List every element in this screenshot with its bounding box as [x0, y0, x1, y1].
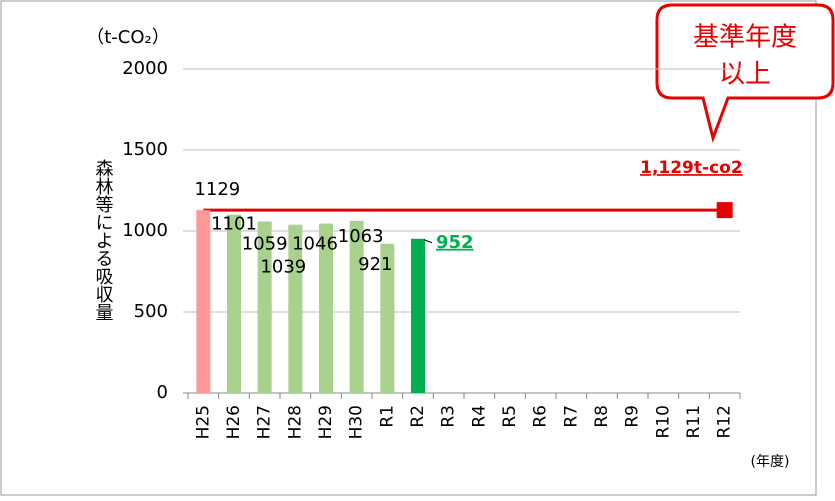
x-tick-label: H30 [347, 405, 367, 439]
bar [411, 238, 425, 393]
y-tick-label: 0 [157, 382, 168, 403]
data-label: 1039 [260, 257, 306, 278]
x-tick-label: H27 [255, 405, 275, 439]
y-tick-label: 1500 [122, 139, 168, 160]
data-label: 1101 [211, 214, 257, 235]
bar [257, 221, 272, 393]
reference-label: 1,129t-co2 [640, 158, 743, 178]
x-tick-label: R2 [408, 405, 428, 428]
data-label: 952 [436, 232, 474, 253]
callout-text: 基準年度 [693, 23, 797, 53]
bar [380, 243, 395, 393]
data-label: 1046 [292, 234, 338, 255]
data-label: 1129 [194, 179, 240, 200]
data-label: 921 [358, 254, 392, 275]
x-tick-label: R3 [439, 405, 459, 428]
x-tick-label: R10 [653, 405, 673, 438]
callout-text: 以上 [719, 60, 771, 90]
x-tick-label: R9 [623, 405, 643, 428]
data-label: 1059 [242, 233, 288, 254]
x-tick-label: H28 [285, 405, 305, 439]
x-tick-label: R12 [715, 405, 735, 438]
x-tick-label: H29 [316, 405, 336, 439]
x-tick-label: R6 [531, 405, 551, 428]
x-tick-label: R11 [684, 405, 704, 438]
bar [288, 224, 303, 393]
y-tick-label: 500 [134, 301, 168, 322]
x-tick-label: H26 [224, 405, 244, 439]
y-tick-label: 2000 [122, 58, 168, 79]
y-axis-label: 森林等による吸収量 [93, 159, 114, 321]
reference-marker [716, 202, 733, 219]
unit-label: （t-CO₂） [86, 27, 170, 48]
x-tick-label: R5 [500, 405, 520, 428]
x-tick-label: R7 [561, 405, 581, 428]
x-tick-label: H25 [193, 405, 213, 439]
x-tick-label: R8 [592, 405, 612, 428]
bar [227, 214, 241, 393]
x-tick-label: R4 [469, 405, 489, 428]
x-axis-label: (年度) [751, 454, 790, 470]
leader-line [423, 239, 433, 244]
bar [196, 210, 211, 393]
callout-box [655, 3, 835, 144]
data-label: 1063 [338, 226, 384, 247]
bar [349, 220, 364, 393]
x-tick-label: R1 [377, 405, 397, 428]
bar [319, 223, 333, 393]
y-tick-label: 1000 [122, 220, 168, 241]
